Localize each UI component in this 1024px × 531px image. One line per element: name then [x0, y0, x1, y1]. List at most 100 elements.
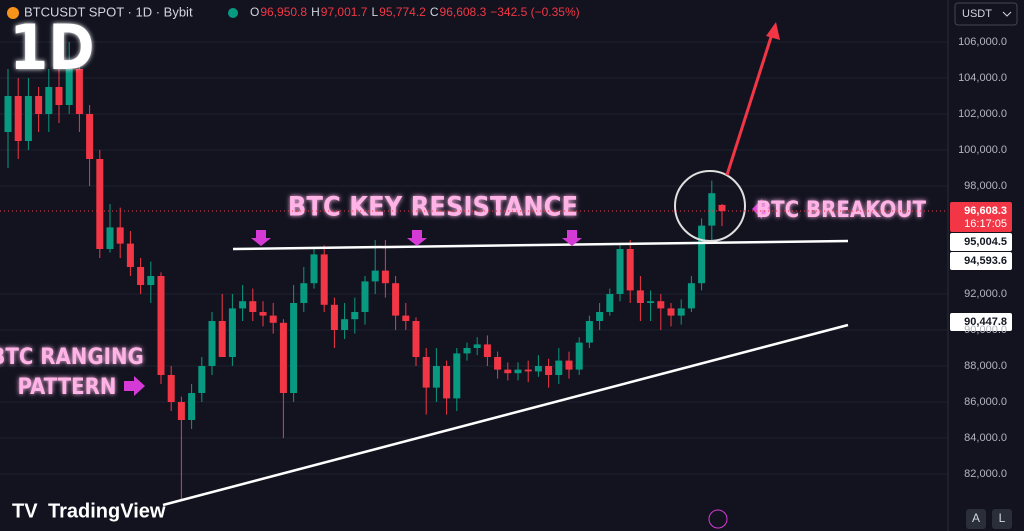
- price-tag-label: 96,608.3: [964, 205, 1007, 217]
- ranging-label: PATTERN: [18, 375, 117, 400]
- candle-body: [116, 227, 124, 244]
- candle-body: [279, 322, 287, 394]
- candle-body: [718, 204, 726, 212]
- currency-button[interactable]: [954, 2, 1018, 26]
- brand: TradingView: [48, 500, 166, 522]
- y-tick-label: 98,000.0: [964, 180, 1007, 192]
- brand-logo: TV: [12, 500, 38, 522]
- candle-body: [708, 193, 716, 226]
- lightning-icon[interactable]: [708, 509, 728, 529]
- candle-body: [453, 353, 461, 399]
- candle-body: [575, 342, 583, 370]
- candle-body: [330, 304, 338, 331]
- candle-body: [14, 95, 22, 141]
- candle-body: [86, 113, 94, 159]
- candle-body: [494, 357, 502, 370]
- currency[interactable]: USDT: [962, 8, 992, 20]
- breakout-circle: [674, 170, 746, 242]
- candle-body: [239, 301, 247, 309]
- ohlc-value: 96,608.3: [440, 5, 487, 19]
- candle-body: [596, 312, 604, 322]
- candle-body: [290, 303, 298, 394]
- price-tag-label: 94,593.6: [964, 255, 1007, 267]
- status-dot: [228, 8, 238, 18]
- candle-body: [402, 315, 410, 322]
- y-tick-label: 86,000.0: [964, 396, 1007, 408]
- candle-body: [147, 276, 155, 286]
- price-tag-label: 95,004.5: [964, 236, 1007, 248]
- ohlc-value: 97,001.7: [321, 5, 368, 19]
- candle-body: [249, 301, 257, 313]
- symbol: BTCUSDT SPOT · 1D · Bybit: [24, 4, 193, 19]
- candle-body: [126, 243, 134, 268]
- y-tick-label: 84,000.0: [964, 432, 1007, 444]
- resistance-label: BTC KEY RESISTANCE: [288, 192, 578, 223]
- auto-button[interactable]: [966, 509, 986, 529]
- change: −342.5 (−0.35%): [490, 5, 579, 19]
- right-arrow: [124, 376, 145, 396]
- ohlc-key: O: [250, 5, 259, 19]
- candle-body: [167, 375, 175, 403]
- price-tag: [950, 252, 1012, 271]
- candle-body: [545, 366, 553, 376]
- candle-body: [483, 344, 491, 358]
- candle-body: [392, 283, 400, 316]
- candle-body: [657, 301, 665, 309]
- candle-body: [106, 227, 114, 250]
- ohlc-value: 95,774.2: [379, 5, 426, 19]
- left-arrow: [752, 199, 770, 219]
- candle-body: [75, 68, 83, 114]
- candle-body: [443, 366, 451, 399]
- y-tick-label: 106,000.0: [958, 36, 1007, 48]
- candle-body: [4, 95, 12, 132]
- candle-body: [432, 366, 440, 388]
- candle-body: [310, 254, 318, 284]
- price-tag: [950, 312, 1012, 331]
- resistance-line: [232, 239, 849, 251]
- candle-body: [269, 315, 277, 323]
- symbol-icon: [7, 7, 19, 19]
- ohlc-key: C: [430, 5, 439, 19]
- candle-body: [524, 369, 532, 372]
- candle-body: [65, 68, 73, 105]
- candle-body: [320, 254, 328, 305]
- ohlc-key: L: [371, 5, 378, 19]
- price-tag: [950, 233, 1012, 252]
- candle-body: [177, 402, 185, 421]
- y-tick-label: 100,000.0: [958, 144, 1007, 156]
- y-tick-label: 88,000.0: [964, 360, 1007, 372]
- candle-body: [157, 276, 165, 376]
- log-label[interactable]: L: [999, 511, 1006, 525]
- candle-body: [504, 369, 512, 374]
- breakout-label: BTC BREAKOUT: [756, 198, 926, 223]
- arrow-head: [766, 22, 780, 40]
- target-arrow: [725, 33, 774, 176]
- candle-body: [96, 158, 104, 250]
- price-tag-label: 90,447.8: [964, 316, 1007, 328]
- candle-body: [24, 95, 32, 141]
- y-tick-label: 90,000.0: [964, 324, 1007, 336]
- support-line: [162, 323, 849, 507]
- pointer-arrows: [124, 199, 770, 396]
- ranging-label: BTC RANGING: [0, 345, 144, 370]
- candle-body: [218, 321, 226, 358]
- candle-body: [677, 308, 685, 316]
- down-arrow: [407, 230, 427, 246]
- candle-body: [687, 283, 695, 309]
- candle-body: [647, 301, 655, 304]
- candle-body: [45, 86, 53, 114]
- y-tick-label: 82,000.0: [964, 468, 1007, 480]
- candle-body: [188, 393, 196, 421]
- candle-body: [371, 270, 379, 282]
- candle-body: [422, 357, 430, 388]
- auto-label[interactable]: A: [972, 511, 980, 525]
- candle-body: [208, 321, 216, 367]
- candle-body: [55, 86, 63, 105]
- candle-body: [381, 270, 389, 284]
- ohlc-key: H: [311, 5, 320, 19]
- y-tick-label: 92,000.0: [964, 288, 1007, 300]
- candle-body: [341, 319, 349, 331]
- log-button[interactable]: [992, 509, 1012, 529]
- candle-body: [636, 290, 644, 304]
